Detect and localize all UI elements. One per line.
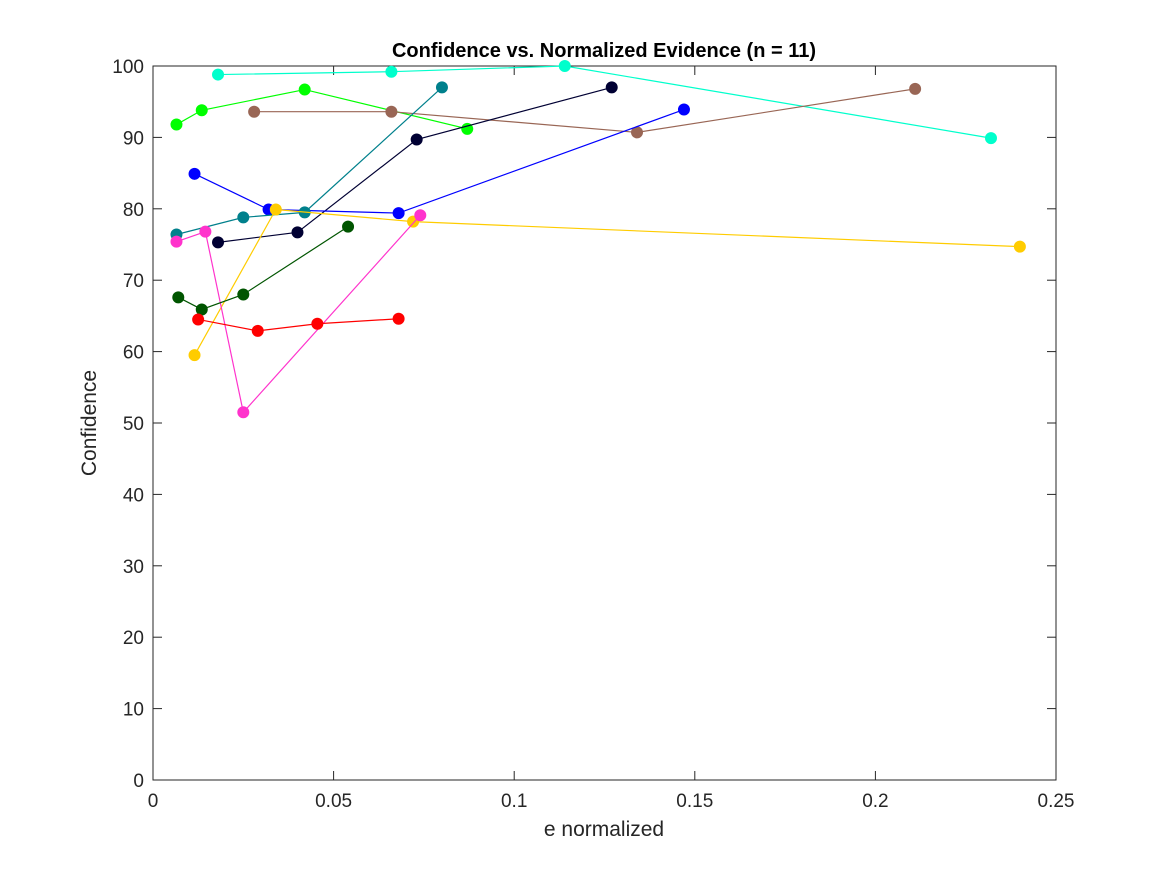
data-point	[172, 291, 185, 304]
data-point	[392, 312, 405, 325]
data-point	[385, 105, 398, 118]
data-point	[237, 211, 250, 224]
data-point	[195, 104, 208, 117]
x-tick-label: 0.1	[501, 791, 527, 812]
y-tick-label: 50	[123, 414, 144, 435]
data-point	[251, 324, 264, 337]
series-2	[170, 83, 474, 135]
y-axis-ticks: 0 10 20 30 40 50 60 70 80 90 100	[112, 57, 1056, 792]
y-tick-label: 20	[123, 628, 144, 649]
data-point	[677, 103, 690, 116]
x-tick-label: 0	[148, 791, 159, 812]
data-point	[909, 82, 922, 95]
plot-area	[152, 65, 1057, 781]
data-point	[237, 406, 250, 419]
series-5	[188, 103, 690, 220]
data-point	[188, 167, 201, 180]
data-point	[212, 236, 225, 249]
series-line	[194, 208, 1020, 356]
data-point	[248, 105, 261, 118]
x-tick-label: 0.05	[315, 791, 352, 812]
data-point	[269, 203, 282, 216]
data-point	[212, 68, 225, 81]
series-line	[178, 226, 349, 311]
data-point	[410, 133, 423, 146]
x-tick-label: 0.25	[1038, 791, 1075, 812]
x-tick-label: 0.15	[676, 791, 713, 812]
x-axis-ticks: 0 0.05 0.1 0.15 0.2 0.25	[148, 66, 1075, 812]
data-point	[311, 317, 324, 330]
y-tick-label: 30	[123, 557, 144, 578]
y-tick-label: 10	[123, 700, 144, 721]
series-4	[212, 81, 618, 249]
data-point	[984, 132, 997, 145]
series-1	[212, 60, 997, 145]
data-point	[558, 60, 571, 72]
data-point	[392, 207, 405, 220]
data-point	[192, 313, 205, 326]
x-axis-label: e normalized	[544, 818, 664, 841]
data-point	[291, 226, 304, 239]
data-point	[342, 220, 355, 233]
data-point	[435, 81, 448, 94]
data-point	[195, 303, 208, 316]
series-line	[218, 65, 992, 139]
series-line	[194, 108, 685, 214]
data-point	[385, 65, 398, 78]
chart-title: Confidence vs. Normalized Evidence (n = …	[392, 40, 816, 62]
data-point	[605, 81, 618, 94]
series-3	[248, 82, 922, 139]
data-point	[188, 349, 201, 362]
data-point	[170, 235, 183, 248]
series-line	[176, 214, 421, 414]
y-tick-label: 60	[123, 343, 144, 364]
series-line	[217, 86, 612, 243]
data-point	[414, 209, 427, 222]
data-point	[1013, 240, 1026, 253]
series-9	[172, 220, 355, 316]
series-8	[170, 209, 427, 419]
data-point	[170, 118, 183, 131]
series-layer	[170, 60, 1026, 419]
data-point	[199, 225, 212, 238]
series-7	[188, 203, 1026, 362]
series-10	[192, 312, 405, 337]
series-line	[198, 318, 399, 332]
y-tick-label: 90	[123, 128, 144, 149]
y-axis-label: Confidence	[78, 370, 101, 476]
series-line	[254, 88, 916, 134]
y-tick-label: 70	[123, 271, 144, 292]
y-tick-label: 0	[133, 771, 144, 792]
y-tick-label: 100	[112, 57, 144, 78]
x-tick-label: 0.2	[862, 791, 888, 812]
data-point	[298, 83, 311, 96]
y-tick-label: 40	[123, 485, 144, 506]
y-tick-label: 80	[123, 200, 144, 221]
data-point	[461, 122, 474, 135]
data-point	[237, 288, 250, 301]
